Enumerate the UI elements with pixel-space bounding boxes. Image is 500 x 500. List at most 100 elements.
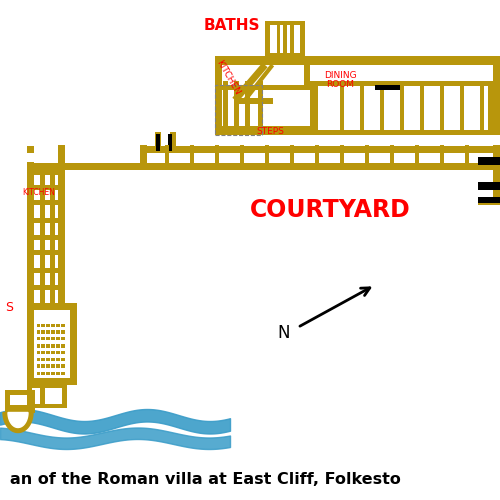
Bar bbox=[215, 85, 500, 90]
Bar bbox=[56, 358, 59, 361]
Text: N: N bbox=[278, 324, 290, 342]
Bar bbox=[290, 146, 294, 170]
Bar bbox=[26, 382, 66, 407]
Bar bbox=[26, 163, 146, 170]
Bar bbox=[40, 388, 45, 404]
Bar bbox=[140, 146, 500, 152]
Bar bbox=[58, 162, 64, 308]
Bar bbox=[165, 146, 169, 170]
Text: BATHS: BATHS bbox=[204, 18, 260, 32]
Bar bbox=[41, 364, 44, 368]
Bar bbox=[26, 285, 64, 290]
Bar bbox=[51, 336, 54, 340]
Bar bbox=[140, 163, 500, 170]
Bar bbox=[318, 86, 488, 130]
Bar bbox=[360, 86, 364, 130]
Bar bbox=[56, 372, 59, 375]
Bar bbox=[51, 358, 54, 361]
Bar bbox=[61, 358, 64, 361]
Bar bbox=[168, 134, 172, 151]
Bar bbox=[50, 170, 55, 308]
Bar bbox=[270, 25, 300, 52]
Bar bbox=[5, 408, 35, 412]
Bar bbox=[26, 200, 64, 205]
Text: an of the Roman villa at East Cliff, Folkesto: an of the Roman villa at East Cliff, Fol… bbox=[10, 472, 401, 488]
Bar bbox=[46, 372, 50, 375]
Bar bbox=[265, 146, 269, 170]
Bar bbox=[365, 146, 369, 170]
Bar bbox=[340, 86, 344, 130]
Bar bbox=[46, 324, 50, 327]
Bar bbox=[156, 134, 160, 151]
Bar bbox=[36, 344, 40, 348]
Bar bbox=[478, 196, 500, 202]
Bar bbox=[46, 344, 50, 348]
Bar bbox=[340, 146, 344, 170]
Bar bbox=[440, 146, 444, 170]
Bar bbox=[240, 146, 244, 170]
Bar bbox=[51, 330, 54, 334]
Bar bbox=[234, 81, 238, 135]
Bar bbox=[26, 235, 64, 240]
Bar bbox=[190, 146, 194, 170]
Bar bbox=[440, 86, 444, 130]
Bar bbox=[51, 372, 54, 375]
Bar bbox=[155, 132, 161, 152]
Bar bbox=[5, 392, 10, 412]
Bar bbox=[380, 86, 384, 130]
Text: S: S bbox=[5, 301, 13, 314]
Bar bbox=[26, 146, 34, 152]
Bar bbox=[492, 145, 500, 205]
Bar bbox=[41, 336, 44, 340]
Bar bbox=[56, 344, 59, 348]
Bar bbox=[215, 56, 500, 65]
Bar bbox=[155, 146, 176, 152]
Bar bbox=[26, 302, 64, 308]
Bar bbox=[58, 146, 64, 170]
Bar bbox=[215, 85, 262, 135]
Bar bbox=[46, 364, 50, 368]
Bar bbox=[276, 25, 280, 52]
Bar bbox=[283, 25, 286, 52]
Bar bbox=[26, 218, 64, 222]
Bar bbox=[41, 324, 44, 327]
Text: KITCHEN: KITCHEN bbox=[22, 188, 56, 197]
Bar bbox=[46, 336, 50, 340]
Bar bbox=[36, 372, 40, 375]
Polygon shape bbox=[3, 412, 33, 432]
Bar bbox=[61, 372, 64, 375]
Bar bbox=[140, 146, 147, 170]
Bar bbox=[61, 350, 64, 354]
Bar bbox=[56, 330, 59, 334]
Bar bbox=[478, 182, 500, 190]
Bar bbox=[51, 344, 54, 348]
Bar bbox=[465, 146, 469, 170]
Bar bbox=[400, 86, 404, 130]
Bar bbox=[26, 302, 76, 385]
Bar bbox=[245, 81, 250, 135]
Bar bbox=[222, 81, 228, 135]
Bar bbox=[215, 56, 222, 135]
Bar bbox=[26, 268, 64, 272]
Bar bbox=[36, 324, 40, 327]
Bar bbox=[415, 146, 419, 170]
Bar bbox=[61, 344, 64, 348]
Bar bbox=[41, 330, 44, 334]
Bar bbox=[56, 364, 59, 368]
Bar bbox=[30, 392, 35, 412]
Bar bbox=[34, 310, 70, 378]
Bar bbox=[36, 336, 40, 340]
Bar bbox=[36, 364, 40, 368]
Bar bbox=[270, 25, 300, 52]
Bar bbox=[265, 21, 305, 56]
Bar bbox=[41, 372, 44, 375]
Bar bbox=[258, 81, 262, 135]
Bar bbox=[26, 250, 64, 255]
Bar bbox=[61, 324, 64, 327]
Bar bbox=[51, 350, 54, 354]
Bar bbox=[235, 98, 273, 103]
Bar bbox=[41, 344, 44, 348]
Bar bbox=[46, 358, 50, 361]
Bar bbox=[315, 146, 319, 170]
Bar bbox=[310, 81, 495, 135]
